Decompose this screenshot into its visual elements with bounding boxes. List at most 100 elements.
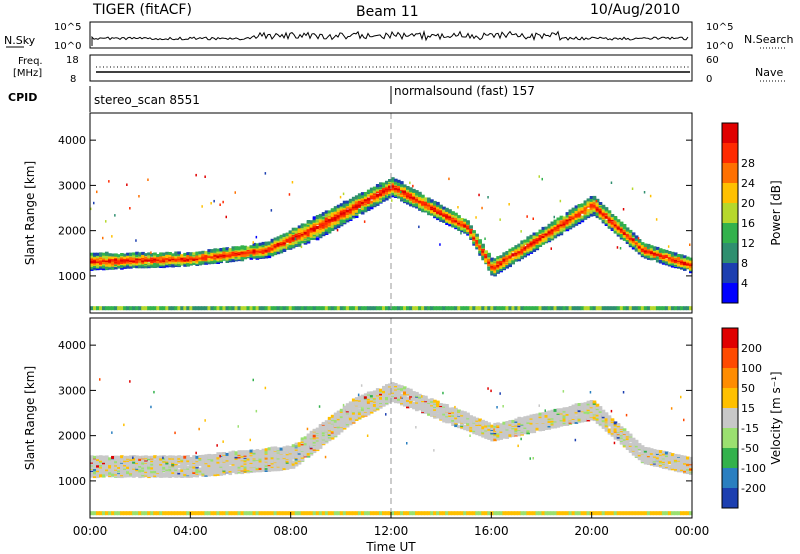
ground-scatter-cell xyxy=(424,511,428,516)
data-cell xyxy=(336,204,341,208)
data-cell xyxy=(219,452,223,456)
data-cell xyxy=(189,471,193,475)
scatter-point xyxy=(360,384,363,387)
ground-scatter-cell xyxy=(430,511,434,516)
data-cell xyxy=(457,215,461,219)
data-cell xyxy=(303,241,308,245)
data-cell xyxy=(162,455,166,459)
data-cell xyxy=(222,462,226,466)
data-cell xyxy=(442,419,446,423)
data-cell xyxy=(502,260,506,264)
ground-scatter-cell xyxy=(300,306,305,311)
data-cell xyxy=(135,259,139,263)
data-cell xyxy=(631,244,636,248)
ground-scatter-cell xyxy=(655,306,660,311)
data-cell xyxy=(559,232,564,236)
ground-scatter-cell xyxy=(366,511,371,516)
data-cell xyxy=(141,469,145,472)
y-tick-label: 3000 xyxy=(58,179,86,192)
scatter-point xyxy=(285,246,288,249)
data-cell xyxy=(276,246,281,249)
data-cell xyxy=(213,457,217,461)
ground-scatter-cell xyxy=(363,306,368,311)
data-cell xyxy=(445,420,449,424)
data-cell xyxy=(445,207,449,211)
data-cell xyxy=(321,421,326,425)
data-cell xyxy=(448,209,452,213)
data-cell xyxy=(433,399,437,403)
data-cell xyxy=(369,397,374,400)
colorbar-tick-label: 12 xyxy=(741,237,755,250)
data-cell xyxy=(640,242,645,246)
ground-scatter-cell xyxy=(237,306,242,311)
ground-scatter-cell xyxy=(493,306,497,311)
ground-scatter-cell xyxy=(418,511,422,516)
data-cell xyxy=(222,470,226,474)
data-cell xyxy=(93,468,97,472)
data-cell xyxy=(366,201,371,204)
data-cell xyxy=(469,421,473,424)
data-cell xyxy=(418,404,422,408)
ground-scatter-cell xyxy=(168,306,172,311)
ground-scatter-cell xyxy=(150,306,154,311)
colorbar-swatch xyxy=(722,243,738,264)
ground-scatter-cell xyxy=(147,511,151,516)
data-cell xyxy=(312,223,317,226)
data-cell xyxy=(222,251,226,255)
data-cell xyxy=(228,465,233,469)
data-cell xyxy=(225,247,230,251)
ground-scatter-cell xyxy=(526,306,530,311)
data-cell xyxy=(312,440,317,444)
data-cell xyxy=(222,466,226,470)
data-cell xyxy=(315,220,320,223)
ground-scatter-cell xyxy=(144,511,148,516)
ground-scatter-cell xyxy=(183,306,187,311)
data-cell xyxy=(252,244,257,248)
data-cell xyxy=(255,464,260,468)
ground-scatter-cell xyxy=(189,511,193,516)
ground-scatter-cell xyxy=(168,511,172,516)
data-cell xyxy=(412,198,416,202)
data-cell xyxy=(628,229,633,233)
data-cell xyxy=(472,431,476,435)
data-cell xyxy=(144,460,148,464)
data-cell xyxy=(282,450,287,454)
data-cell xyxy=(306,443,311,447)
scatter-point xyxy=(454,405,456,409)
data-cell xyxy=(493,269,497,273)
data-cell xyxy=(93,252,97,256)
data-cell xyxy=(508,248,512,252)
data-cell xyxy=(460,218,464,221)
data-cell xyxy=(126,265,130,269)
scatter-point xyxy=(108,180,110,183)
ground-scatter-cell xyxy=(460,511,464,516)
data-cell xyxy=(514,245,518,249)
data-cell xyxy=(171,261,175,265)
scatter-point xyxy=(469,434,471,437)
data-cell xyxy=(451,211,455,215)
data-cell xyxy=(409,193,413,197)
data-cell xyxy=(610,221,615,225)
ground-scatter-cell xyxy=(348,306,353,311)
colorbar-tick-label: 4 xyxy=(741,277,748,290)
data-cell xyxy=(99,266,103,270)
data-cell xyxy=(135,473,139,477)
ground-scatter-cell xyxy=(126,511,130,516)
data-cell xyxy=(607,212,612,216)
ground-scatter-cell xyxy=(559,306,564,311)
data-cell xyxy=(372,201,377,205)
data-cell xyxy=(285,456,290,460)
data-cell xyxy=(463,417,467,421)
data-cell xyxy=(442,412,446,416)
data-cell xyxy=(255,243,260,247)
data-cell xyxy=(285,459,290,463)
data-cell xyxy=(541,238,546,242)
data-cell xyxy=(264,456,269,460)
data-cell xyxy=(622,224,627,227)
data-cell xyxy=(93,462,97,466)
ground-scatter-cell xyxy=(409,306,413,311)
scatter-point xyxy=(105,220,107,223)
data-cell xyxy=(132,463,136,467)
data-cell xyxy=(409,390,413,394)
data-cell xyxy=(547,237,552,241)
